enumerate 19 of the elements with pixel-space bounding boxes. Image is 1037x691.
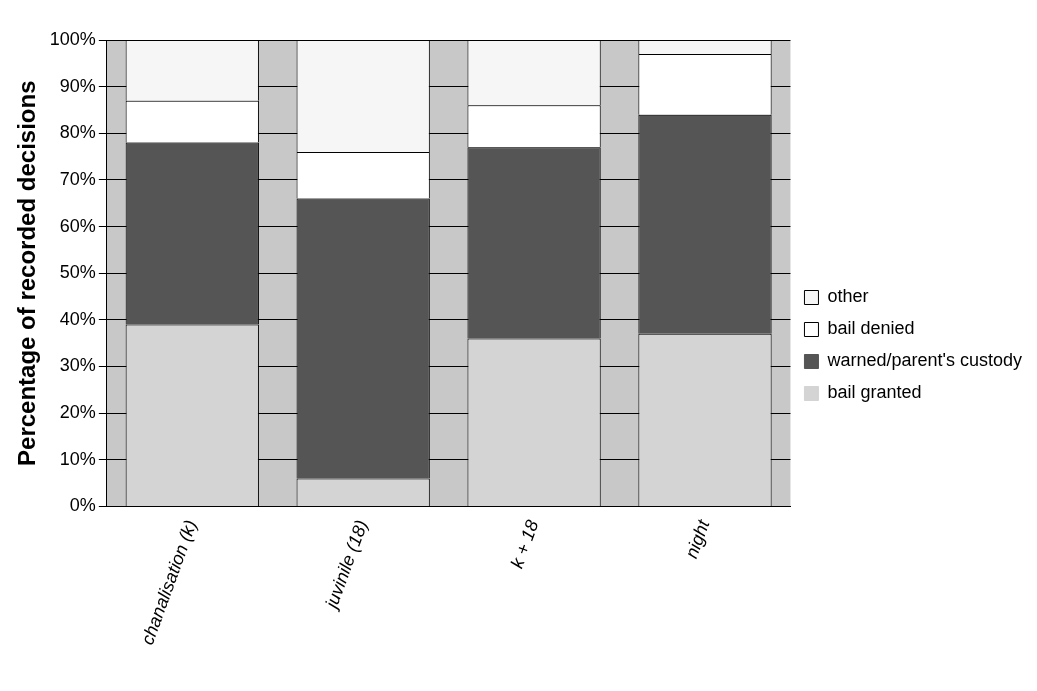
legend-label: bail granted xyxy=(827,382,922,403)
y-tick-label: 50% xyxy=(59,262,96,283)
y-tick-label: 60% xyxy=(59,215,96,236)
y-tick-label: 10% xyxy=(59,448,96,469)
legend-label: other xyxy=(827,286,869,307)
y-tick-label: 80% xyxy=(59,122,96,143)
y-tick-label: 0% xyxy=(69,495,96,516)
y-tick-label: 40% xyxy=(59,308,96,329)
legend-label: warned/parent's custody xyxy=(826,350,1022,371)
y-tick-label: 90% xyxy=(59,75,96,96)
legend-label: bail denied xyxy=(827,318,915,339)
x-tick-label: k + 18 xyxy=(506,517,543,571)
y-tick-label: 30% xyxy=(59,355,96,376)
y-tick-label: 20% xyxy=(59,402,96,423)
x-tick-label: night xyxy=(681,516,714,561)
y-tick-label: 100% xyxy=(49,28,96,49)
x-tick-label: juvinile (18) xyxy=(320,517,372,614)
y-axis-title: Percentage of recorded decisions xyxy=(13,80,41,466)
y-tick-label: 70% xyxy=(59,168,96,189)
